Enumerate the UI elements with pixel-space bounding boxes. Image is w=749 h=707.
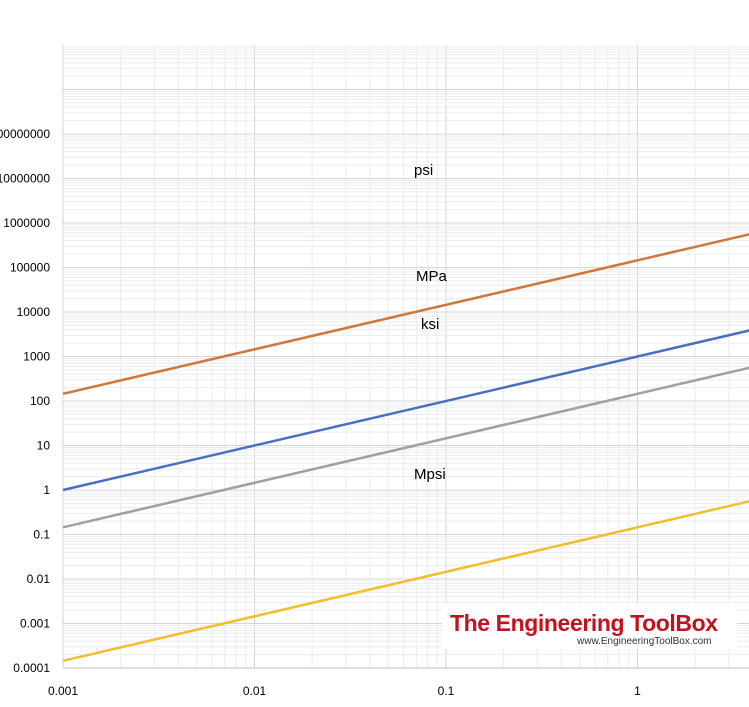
y-tick-label: 1 <box>43 483 50 497</box>
series-label-psi: psi <box>414 162 433 179</box>
series-group <box>62 233 749 663</box>
x-tick-label: 0.01 <box>243 684 267 698</box>
y-tick-label: 0.01 <box>27 572 51 586</box>
y-tick-label: 10 <box>37 439 51 453</box>
y-tick-label: 1000000 <box>3 216 50 230</box>
y-tick-label: 100 <box>30 394 50 408</box>
x-tick-label: 0.001 <box>48 684 78 698</box>
y-tick-label: 0.1 <box>33 528 50 542</box>
y-tick-label: 100000 <box>10 261 50 275</box>
series-label-ksi: ksi <box>421 316 439 333</box>
watermark-url: www.EngineeringToolBox.com <box>576 636 712 647</box>
series-label-mpa: MPa <box>416 268 448 285</box>
series-line-mpsi <box>62 500 749 663</box>
series-line-psi <box>62 233 749 396</box>
x-tick-label: 1 <box>634 684 641 698</box>
y-tick-label: 0.001 <box>20 617 50 631</box>
series-labels: psi MPa ksi Mpsi <box>414 162 448 483</box>
series-line-mpa <box>62 329 749 492</box>
y-axis-ticks: 0.0001 0.001 0.01 0.1 1 10 100 1000 10000 100000 1… <box>0 127 50 675</box>
y-tick-label: 1000 <box>23 350 50 364</box>
watermark-background <box>442 603 737 649</box>
x-tick-label: 0.1 <box>438 684 455 698</box>
series-label-mpsi: Mpsi <box>414 466 446 483</box>
y-tick-label: 10000000 <box>0 172 50 186</box>
grid <box>62 45 749 669</box>
watermark-logo: The Engineering ToolBox www.EngineeringT… <box>442 603 737 649</box>
y-tick-label: 0.0001 <box>13 661 50 675</box>
series-line-ksi <box>62 366 749 529</box>
y-tick-label: 10000 <box>17 305 51 319</box>
watermark-title: The Engineering ToolBox <box>450 610 718 636</box>
